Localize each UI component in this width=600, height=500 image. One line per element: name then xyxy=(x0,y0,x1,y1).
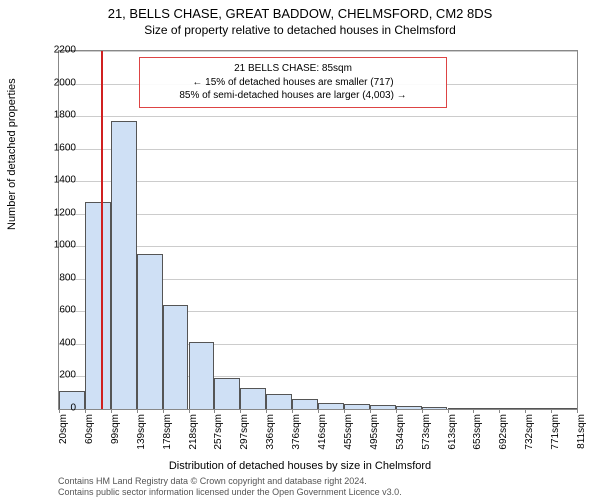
y-tick-label: 800 xyxy=(36,272,76,283)
histogram-bar xyxy=(370,405,396,409)
gridline xyxy=(59,214,577,215)
y-tick-label: 1600 xyxy=(36,142,76,153)
y-tick-label: 1000 xyxy=(36,240,76,251)
x-tick-mark xyxy=(214,409,215,413)
gridline xyxy=(59,51,577,52)
histogram-bar xyxy=(473,408,499,409)
histogram-bar xyxy=(189,342,215,409)
histogram-bar xyxy=(163,305,189,409)
x-tick-label: 653sqm xyxy=(472,414,483,454)
x-tick-label: 178sqm xyxy=(162,414,173,454)
x-tick-mark xyxy=(137,409,138,413)
x-tick-label: 573sqm xyxy=(421,414,432,454)
x-tick-label: 455sqm xyxy=(343,414,354,454)
x-tick-label: 613sqm xyxy=(447,414,458,454)
y-tick-label: 1200 xyxy=(36,207,76,218)
y-tick-label: 600 xyxy=(36,305,76,316)
gridline xyxy=(59,116,577,117)
x-tick-mark xyxy=(240,409,241,413)
x-tick-mark xyxy=(292,409,293,413)
histogram-bar xyxy=(344,404,370,409)
footer-line: Contains public sector information licen… xyxy=(58,487,578,498)
gridline xyxy=(59,246,577,247)
annotation-line: 85% of semi-detached houses are larger (… xyxy=(148,89,438,103)
x-tick-label: 811sqm xyxy=(576,414,587,454)
x-tick-mark xyxy=(396,409,397,413)
y-tick-label: 1800 xyxy=(36,110,76,121)
x-tick-label: 20sqm xyxy=(58,414,69,454)
x-tick-label: 99sqm xyxy=(110,414,121,454)
histogram-bar xyxy=(137,254,163,409)
x-tick-mark xyxy=(499,409,500,413)
x-tick-mark xyxy=(344,409,345,413)
x-tick-mark xyxy=(525,409,526,413)
x-tick-label: 257sqm xyxy=(213,414,224,454)
y-axis-label: Number of detached properties xyxy=(6,78,18,230)
chart-title: 21, BELLS CHASE, GREAT BADDOW, CHELMSFOR… xyxy=(0,0,600,23)
y-tick-label: 400 xyxy=(36,337,76,348)
chart-subtitle: Size of property relative to detached ho… xyxy=(0,23,600,41)
x-tick-mark xyxy=(370,409,371,413)
x-tick-label: 60sqm xyxy=(84,414,95,454)
annotation-box: 21 BELLS CHASE: 85sqm← 15% of detached h… xyxy=(139,57,447,108)
annotation-line: 21 BELLS CHASE: 85sqm xyxy=(148,62,438,76)
x-tick-label: 336sqm xyxy=(265,414,276,454)
histogram-bar xyxy=(266,394,292,409)
footer-line: Contains HM Land Registry data © Crown c… xyxy=(58,476,578,487)
x-tick-label: 218sqm xyxy=(188,414,199,454)
x-tick-label: 376sqm xyxy=(291,414,302,454)
x-tick-label: 732sqm xyxy=(524,414,535,454)
y-tick-label: 1400 xyxy=(36,175,76,186)
x-tick-label: 416sqm xyxy=(317,414,328,454)
x-tick-mark xyxy=(577,409,578,413)
x-tick-label: 692sqm xyxy=(498,414,509,454)
x-tick-mark xyxy=(266,409,267,413)
property-marker-line xyxy=(101,51,103,409)
histogram-bar xyxy=(292,399,318,409)
histogram-bar xyxy=(422,407,448,409)
histogram-bar xyxy=(318,403,344,410)
histogram-bar xyxy=(448,408,474,409)
annotation-line: ← 15% of detached houses are smaller (71… xyxy=(148,76,438,90)
histogram-bar xyxy=(525,408,551,409)
histogram-bar xyxy=(85,202,111,409)
x-tick-label: 139sqm xyxy=(136,414,147,454)
histogram-bar xyxy=(111,121,137,409)
histogram-bar xyxy=(551,408,577,409)
histogram-bar xyxy=(214,378,240,409)
y-tick-label: 200 xyxy=(36,370,76,381)
x-tick-label: 495sqm xyxy=(369,414,380,454)
y-tick-label: 2200 xyxy=(36,45,76,56)
gridline xyxy=(59,149,577,150)
histogram-bar xyxy=(396,406,422,409)
x-tick-mark xyxy=(189,409,190,413)
gridline xyxy=(59,181,577,182)
x-tick-label: 297sqm xyxy=(239,414,250,454)
y-tick-label: 2000 xyxy=(36,77,76,88)
x-tick-mark xyxy=(111,409,112,413)
histogram-bar xyxy=(240,388,266,409)
footer-attribution: Contains HM Land Registry data © Crown c… xyxy=(58,476,578,498)
x-tick-mark xyxy=(318,409,319,413)
x-axis-label: Distribution of detached houses by size … xyxy=(0,460,600,472)
x-tick-label: 771sqm xyxy=(550,414,561,454)
x-tick-mark xyxy=(422,409,423,413)
x-tick-mark xyxy=(448,409,449,413)
x-tick-mark xyxy=(551,409,552,413)
x-tick-mark xyxy=(473,409,474,413)
x-tick-mark xyxy=(163,409,164,413)
chart-plot-area: 21 BELLS CHASE: 85sqm← 15% of detached h… xyxy=(58,50,578,410)
x-tick-label: 534sqm xyxy=(395,414,406,454)
y-tick-label: 0 xyxy=(36,403,76,414)
histogram-bar xyxy=(499,408,525,409)
x-tick-mark xyxy=(85,409,86,413)
